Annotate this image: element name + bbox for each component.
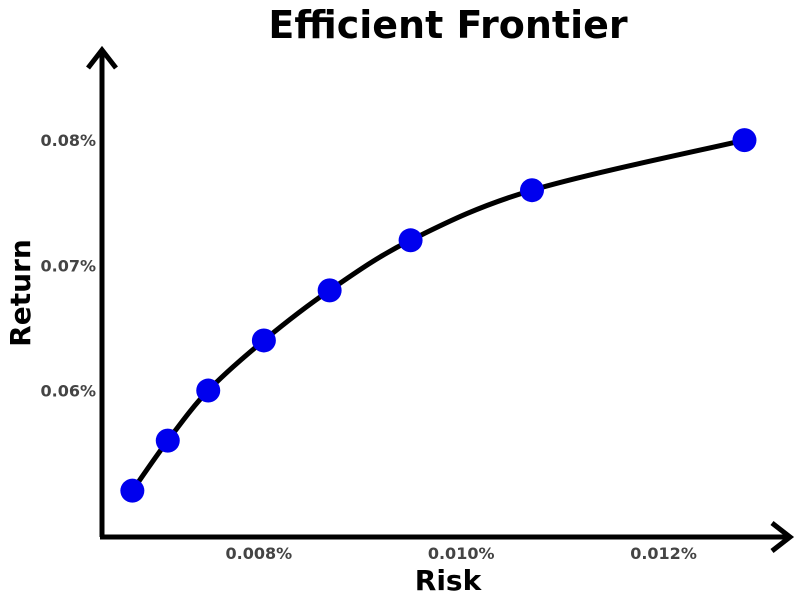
frontier-series [120,128,757,503]
x-tick-label: 0.008% [226,544,293,563]
frontier-point [317,278,342,303]
frontier-point [155,428,180,453]
x-axis-arrowhead [770,521,795,553]
frontier-point [398,228,423,253]
y-tick-label: 0.06% [40,382,96,401]
y-axis-arrowhead [86,45,118,70]
frontier-line [129,137,747,494]
y-tick-label: 0.07% [40,256,96,275]
frontier-point [196,378,221,403]
y-tick-labels: 0.06% 0.07% 0.08% [40,131,96,400]
frontier-point [520,178,544,203]
x-tick-label: 0.010% [428,544,495,563]
axes [86,45,795,553]
frontier-point [732,128,757,153]
y-axis-label: Return [4,239,37,347]
y-tick-label: 0.08% [40,131,96,150]
x-axis-label: Risk [415,564,483,597]
chart-title: Efficient Frontier [268,3,627,47]
x-tick-labels: 0.008% 0.010% 0.012% [226,544,697,563]
x-tick-label: 0.012% [630,544,697,563]
frontier-point [251,328,276,353]
frontier-point [120,478,145,503]
